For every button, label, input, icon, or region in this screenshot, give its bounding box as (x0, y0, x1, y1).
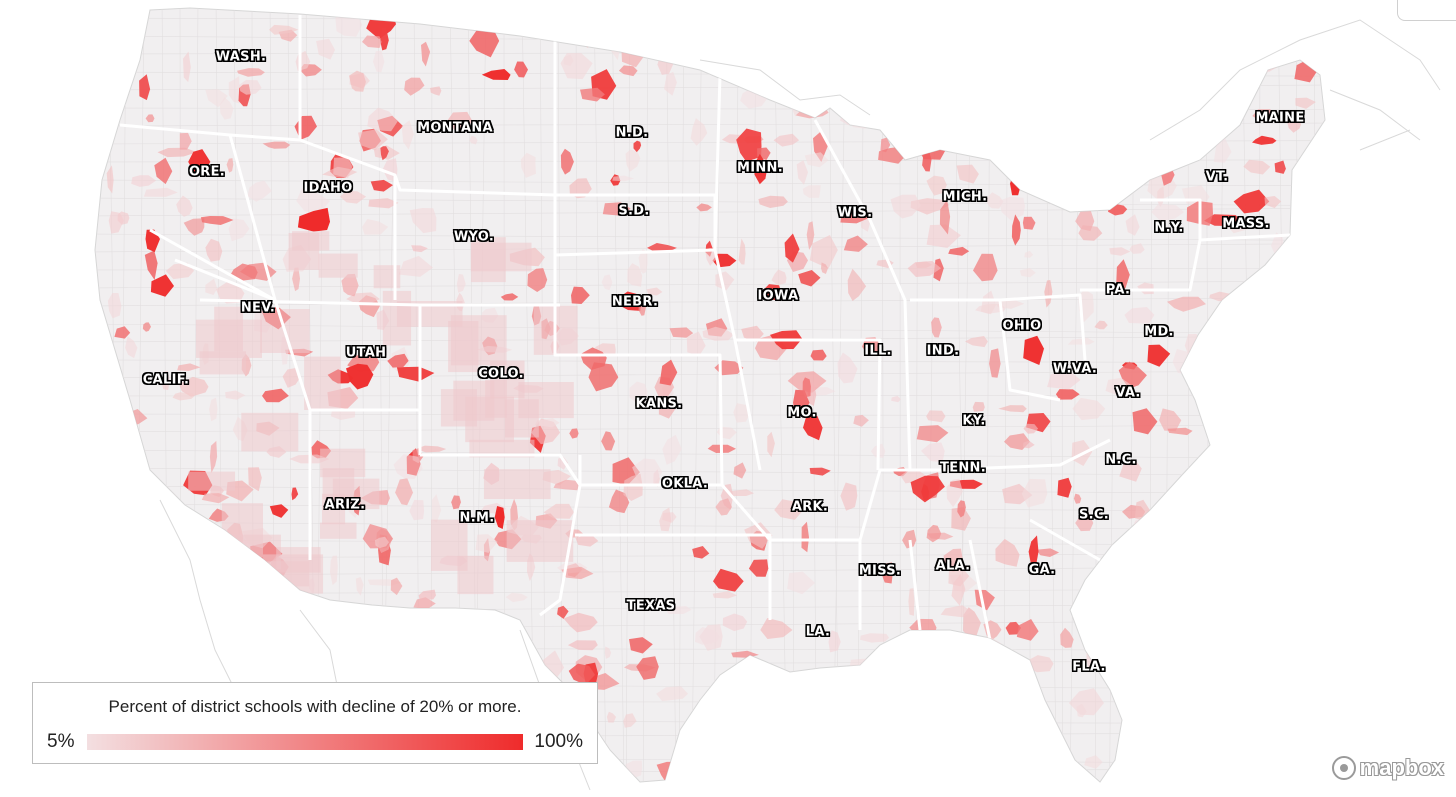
mapbox-logo-icon (1331, 756, 1356, 780)
state-label-mi: MICH. (942, 189, 988, 205)
state-label-vt: VT. (1205, 169, 1229, 185)
state-label-wv: W.VA. (1052, 361, 1098, 377)
state-label-ks: KANS. (635, 396, 683, 412)
state-label-tn: TENN. (940, 460, 986, 476)
legend-max-label: 100% (534, 731, 583, 752)
state-label-sd: S.D. (618, 203, 650, 219)
state-label-al: ALA. (935, 558, 971, 574)
legend-color-scale (87, 734, 523, 750)
state-label-nd: N.D. (615, 125, 649, 141)
state-label-co: COLO. (478, 366, 524, 382)
state-label-mn: MINN. (737, 160, 783, 176)
state-label-ny: N.Y. (1154, 220, 1184, 236)
state-label-wi: WIS. (837, 205, 873, 221)
state-label-wy: WYO. (453, 229, 495, 245)
state-label-wa: WASH. (215, 49, 267, 65)
legend-title: Percent of district schools with decline… (108, 697, 522, 716)
legend-min-label: 5% (47, 731, 75, 752)
state-label-ms: MISS. (858, 563, 902, 579)
state-label-fl: FLA. (1072, 659, 1106, 675)
state-label-or: ORE. (188, 164, 226, 180)
state-label-ca: CALIF. (142, 372, 190, 388)
state-label-ne: NEBR. (611, 294, 659, 310)
state-label-la: LA. (805, 624, 831, 640)
state-label-ga: GA. (1028, 562, 1056, 578)
mapbox-wordmark: mapbox (1359, 755, 1444, 780)
state-label-id: IDAHO (303, 180, 353, 196)
state-label-md: MD. (1144, 324, 1174, 340)
state-label-ky: KY. (962, 413, 986, 429)
state-label-ok: OKLA. (661, 476, 709, 492)
state-label-in: IND. (926, 343, 960, 359)
state-label-ma: MASS. (1222, 216, 1270, 232)
state-label-me: MAINE (1255, 110, 1305, 126)
state-label-nc: N.C. (1105, 452, 1137, 468)
state-label-nm: N.M. (459, 510, 495, 526)
state-label-tx: TEXAS (626, 598, 676, 614)
state-label-va: VA. (1115, 385, 1141, 401)
state-label-mt: MONTANA (417, 120, 493, 136)
state-label-pa: PA. (1105, 282, 1131, 298)
state-label-il: ILL. (864, 343, 892, 359)
state-label-oh: OHIO (1002, 318, 1042, 334)
map-corner-control (1397, 0, 1456, 21)
map-legend: Percent of district schools with decline… (32, 682, 598, 764)
state-label-nv: NEV. (240, 300, 276, 316)
state-label-ut: UTAH (345, 345, 387, 361)
state-label-mo: MO. (787, 405, 817, 421)
mapbox-attribution[interactable]: mapbox (1331, 752, 1444, 784)
state-label-sc: S.C. (1079, 507, 1109, 523)
state-label-ia: IOWA (757, 288, 799, 304)
state-label-ar: ARK. (791, 499, 829, 515)
state-label-az: ARIZ. (324, 497, 366, 513)
state-borders (119, 15, 1291, 641)
